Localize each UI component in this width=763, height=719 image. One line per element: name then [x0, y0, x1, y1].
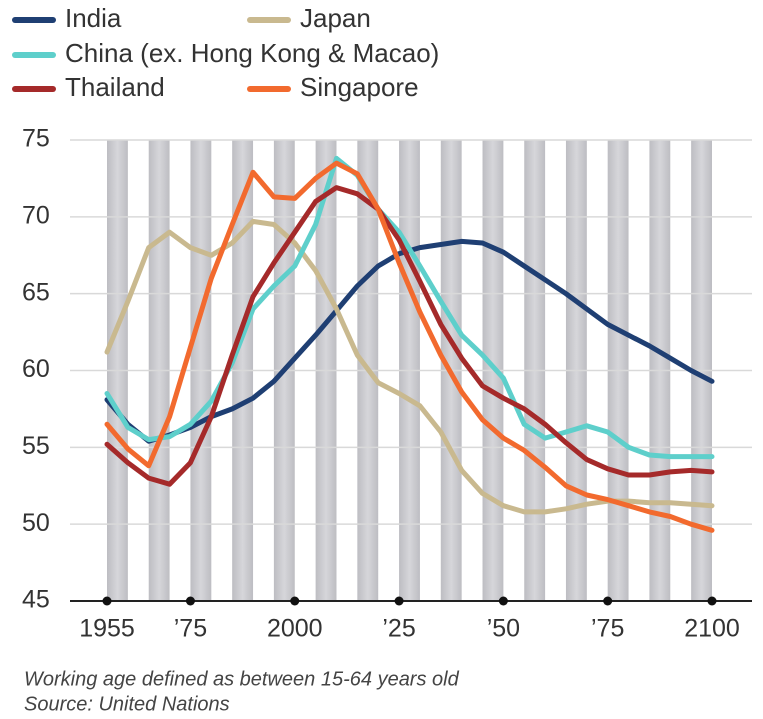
y-tick-label: 75 — [22, 125, 50, 153]
source: Source: United Nations — [24, 693, 230, 715]
x-tick-label: 2100 — [684, 615, 740, 643]
x-tick-label: 2000 — [267, 615, 323, 643]
x-tick-mark — [394, 596, 404, 606]
series-line — [104, 185, 715, 487]
x-tick-label: ’75 — [591, 615, 624, 643]
x-tick-label: ’25 — [382, 615, 415, 643]
series-line — [104, 155, 715, 460]
x-tick-label: 1955 — [79, 615, 135, 643]
y-tick-label: 65 — [22, 278, 50, 306]
legend-label: India — [65, 3, 122, 33]
x-tick-mark — [498, 596, 508, 606]
y-tick-label: 70 — [22, 201, 50, 229]
x-tick-mark — [185, 596, 195, 606]
legend-label: China (ex. Hong Kong & Macao) — [65, 38, 439, 68]
x-tick-mark — [707, 596, 717, 606]
footnote: Working age defined as between 15-64 yea… — [24, 668, 460, 690]
y-tick-label: 50 — [22, 509, 50, 537]
x-tick-mark — [290, 596, 300, 606]
series-line — [104, 160, 715, 533]
x-tick-label: ’50 — [487, 615, 520, 643]
x-tick-mark — [603, 596, 613, 606]
legend-label: Japan — [300, 3, 371, 33]
x-tick-mark — [102, 596, 112, 606]
y-tick-label: 45 — [22, 586, 50, 614]
legend-label: Thailand — [65, 72, 165, 102]
x-tick-label: ’75 — [174, 615, 207, 643]
y-tick-label: 60 — [22, 355, 50, 383]
legend-label: Singapore — [300, 72, 419, 102]
y-tick-label: 55 — [22, 432, 50, 460]
